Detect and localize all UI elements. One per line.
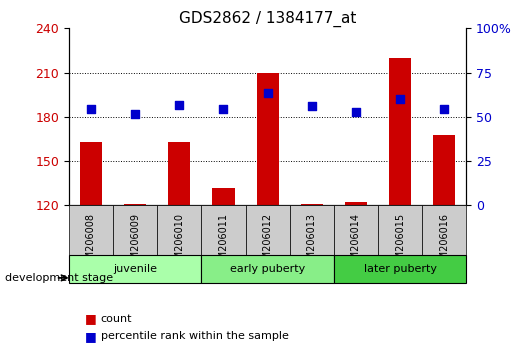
Text: juvenile: juvenile bbox=[113, 264, 157, 274]
FancyBboxPatch shape bbox=[113, 205, 157, 255]
FancyBboxPatch shape bbox=[157, 205, 201, 255]
Text: GSM206011: GSM206011 bbox=[218, 213, 228, 272]
Text: percentile rank within the sample: percentile rank within the sample bbox=[101, 331, 288, 341]
FancyBboxPatch shape bbox=[201, 255, 334, 283]
FancyBboxPatch shape bbox=[245, 205, 290, 255]
FancyBboxPatch shape bbox=[290, 205, 334, 255]
Bar bbox=[257, 73, 279, 205]
Bar bbox=[301, 204, 323, 205]
Bar bbox=[124, 204, 146, 205]
Bar bbox=[80, 142, 102, 205]
FancyBboxPatch shape bbox=[201, 205, 245, 255]
Point bbox=[263, 90, 272, 96]
FancyBboxPatch shape bbox=[334, 255, 466, 283]
Bar bbox=[345, 202, 367, 205]
FancyBboxPatch shape bbox=[334, 205, 378, 255]
Text: GSM206012: GSM206012 bbox=[263, 213, 272, 272]
Point bbox=[175, 102, 183, 108]
Bar bbox=[389, 58, 411, 205]
Text: early puberty: early puberty bbox=[230, 264, 305, 274]
Point bbox=[440, 107, 448, 112]
Text: GSM206013: GSM206013 bbox=[307, 213, 317, 272]
Text: count: count bbox=[101, 314, 132, 324]
Text: GSM206010: GSM206010 bbox=[174, 213, 184, 272]
Text: GSM206008: GSM206008 bbox=[86, 213, 96, 272]
Point bbox=[131, 111, 139, 117]
Text: GSM206009: GSM206009 bbox=[130, 213, 140, 272]
Text: GSM206016: GSM206016 bbox=[439, 213, 449, 272]
Bar bbox=[213, 188, 234, 205]
Point bbox=[219, 107, 228, 112]
Text: ■: ■ bbox=[85, 330, 96, 343]
Point bbox=[352, 110, 360, 115]
Point bbox=[87, 107, 95, 112]
Bar bbox=[434, 135, 455, 205]
Text: ■: ■ bbox=[85, 312, 96, 325]
FancyBboxPatch shape bbox=[422, 205, 466, 255]
Bar bbox=[168, 142, 190, 205]
Text: later puberty: later puberty bbox=[364, 264, 437, 274]
Point bbox=[396, 96, 404, 102]
FancyBboxPatch shape bbox=[69, 205, 113, 255]
Title: GDS2862 / 1384177_at: GDS2862 / 1384177_at bbox=[179, 11, 356, 27]
Point bbox=[307, 104, 316, 109]
Text: development stage: development stage bbox=[5, 273, 113, 283]
FancyBboxPatch shape bbox=[69, 255, 201, 283]
Text: GSM206015: GSM206015 bbox=[395, 213, 405, 272]
Text: GSM206014: GSM206014 bbox=[351, 213, 361, 272]
FancyBboxPatch shape bbox=[378, 205, 422, 255]
